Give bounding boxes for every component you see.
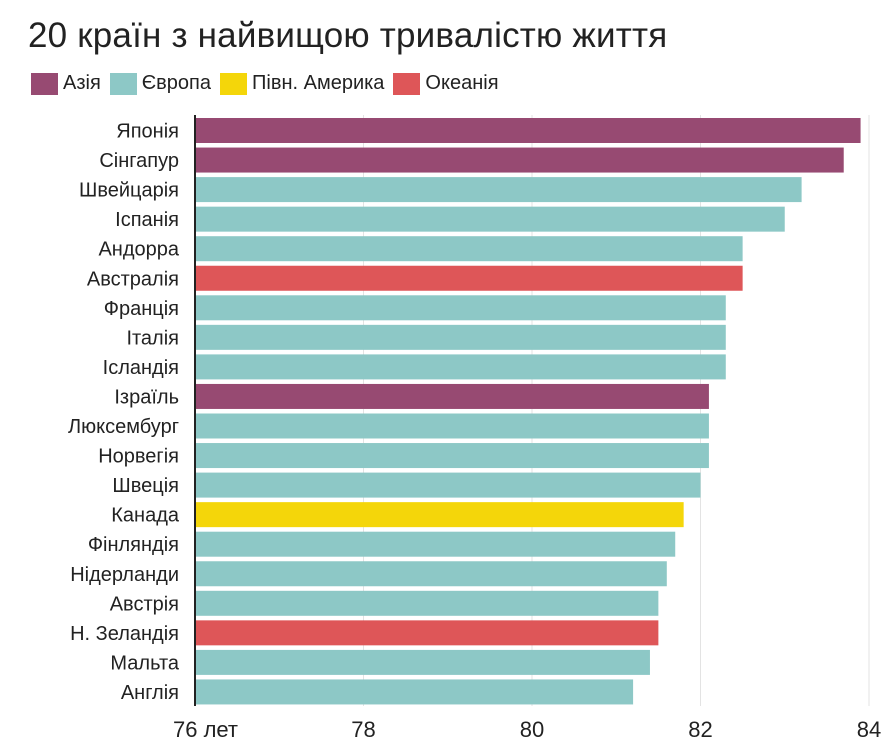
chart-title: 20 країн з найвищою тривалістю життя xyxy=(28,16,668,55)
legend-label-europe: Європа xyxy=(141,72,211,94)
bar-12 xyxy=(195,443,709,469)
bar-11 xyxy=(195,413,709,439)
category-label-9: Ісландія xyxy=(103,357,179,379)
legend-label-oceania: Океанія xyxy=(425,72,499,94)
category-label-10: Ізраїль xyxy=(114,386,179,408)
chart-legend: Азія Європа Півн. Америка Океанія xyxy=(31,72,508,95)
legend-item-asia: Азія xyxy=(31,72,101,95)
category-label-12: Норвегія xyxy=(98,446,179,468)
bar-5 xyxy=(195,236,743,262)
category-label-14: Канада xyxy=(111,505,180,527)
category-label-4: Іспанія xyxy=(115,209,179,231)
x-tick-label-2: 80 xyxy=(520,717,544,742)
bar-10 xyxy=(195,383,709,409)
legend-item-europe: Європа xyxy=(109,72,211,95)
bar-17 xyxy=(195,590,659,616)
x-tick-label-4: 84 xyxy=(857,717,881,742)
legend-swatch-asia xyxy=(31,72,58,95)
category-label-16: Нідерланди xyxy=(70,564,179,586)
category-label-7: Франція xyxy=(104,298,179,320)
legend-swatch-north-america xyxy=(220,72,247,95)
bar-14 xyxy=(195,502,684,528)
category-label-13: Швеція xyxy=(112,475,179,497)
bar-7 xyxy=(195,295,726,321)
bar-19 xyxy=(195,649,650,675)
bar-18 xyxy=(195,620,659,646)
category-label-19: Мальта xyxy=(110,652,179,674)
bar-8 xyxy=(195,324,726,350)
bar-20 xyxy=(195,679,634,705)
legend-label-asia: Азія xyxy=(63,72,101,94)
bar-3 xyxy=(195,177,802,203)
legend-label-north-america: Півн. Америка xyxy=(252,72,385,94)
bar-1 xyxy=(195,118,861,143)
legend-swatch-europe xyxy=(109,72,137,95)
category-label-20: Англія xyxy=(121,682,179,704)
bar-4 xyxy=(195,206,785,232)
category-label-2: Сінгапур xyxy=(99,150,179,172)
legend-item-oceania: Океанія xyxy=(393,72,499,95)
bar-13 xyxy=(195,472,701,498)
category-label-15: Фінляндія xyxy=(88,534,179,556)
category-label-11: Люксембург xyxy=(68,416,179,438)
legend-item-north-america: Півн. Америка xyxy=(220,72,384,95)
bar-15 xyxy=(195,531,676,557)
category-label-5: Андорра xyxy=(98,239,179,261)
category-label-17: Австрія xyxy=(110,593,179,615)
category-label-3: Швейцарія xyxy=(79,180,179,202)
bar-9 xyxy=(195,354,726,380)
bar-6 xyxy=(195,265,743,291)
category-label-6: Австралія xyxy=(87,268,179,290)
category-label-1: Японія xyxy=(116,121,179,143)
legend-swatch-oceania xyxy=(393,72,421,95)
x-tick-label-0: 76 лет xyxy=(173,717,238,742)
x-tick-label-3: 82 xyxy=(688,717,712,742)
x-tick-label-1: 78 xyxy=(351,717,375,742)
category-label-8: Італія xyxy=(126,327,179,349)
bar-16 xyxy=(195,561,667,587)
bar-2 xyxy=(195,147,844,173)
category-label-18: Н. Зеландія xyxy=(70,623,179,645)
